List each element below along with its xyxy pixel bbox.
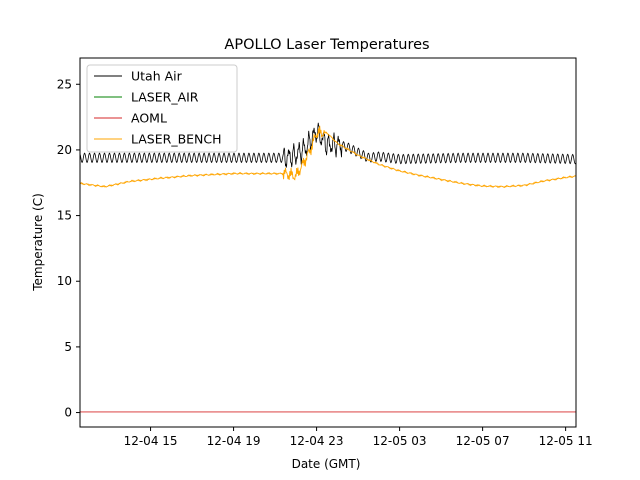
chart-title: APOLLO Laser Temperatures xyxy=(224,37,429,53)
series-laser-bench-line xyxy=(80,125,576,189)
legend-label-utah-air: Utah Air xyxy=(131,69,183,84)
x-tick-label-3: 12-05 03 xyxy=(373,434,427,448)
y-tick-label-0: 0 xyxy=(64,406,72,420)
legend-label-laser-air: LASER_AIR xyxy=(131,90,199,105)
x-tick-label-4: 12-05 07 xyxy=(456,434,510,448)
legend: Utah Air LASER_AIR AOML LASER_BENCH xyxy=(86,64,238,153)
y-tick-label-25: 25 xyxy=(57,77,72,91)
series-utah-air-line xyxy=(80,122,576,168)
x-tick-label-1: 12-04 19 xyxy=(207,434,261,448)
x-axis-label: Date (GMT) xyxy=(292,457,361,471)
x-tick-label-2: 12-04 23 xyxy=(290,434,344,448)
y-tick-label-15: 15 xyxy=(57,209,72,223)
y-tick-label-20: 20 xyxy=(57,143,72,157)
y-tick-label-10: 10 xyxy=(57,274,72,288)
legend-label-aoml: AOML xyxy=(131,111,167,126)
legend-label-laser-bench: LASER_BENCH xyxy=(131,132,222,147)
series-layer xyxy=(80,122,576,413)
y-tick-label-5: 5 xyxy=(64,340,72,354)
plot-frame xyxy=(79,57,577,428)
x-tick-label-5: 12-05 11 xyxy=(539,434,593,448)
x-axis-ticks: 12-04 15 12-04 19 12-04 23 12-05 03 12-05 07… xyxy=(124,427,593,448)
x-tick-label-0: 12-04 15 xyxy=(124,434,178,448)
legend-box xyxy=(86,64,238,153)
y-axis-label: Temperature (C) xyxy=(31,193,45,292)
y-axis-ticks: 0 5 10 15 20 25 xyxy=(57,77,80,420)
